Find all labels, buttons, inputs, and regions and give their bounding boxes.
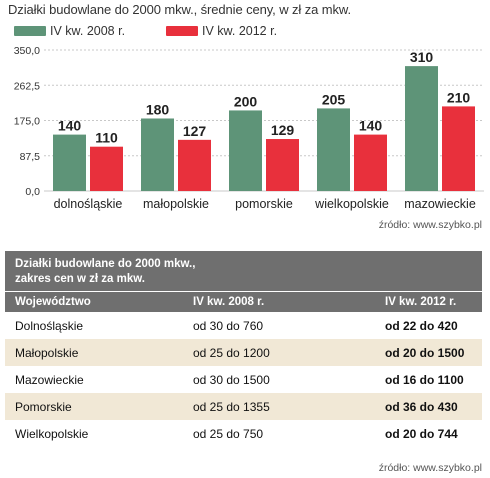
- table-row: Mazowieckie od 30 do 1500 od 16 do 1100: [5, 366, 482, 393]
- column-header-2008: IV kw. 2008 r.: [183, 292, 375, 312]
- table-source: źródło: www.szybko.pl: [378, 462, 482, 474]
- bar: [90, 146, 123, 191]
- legend-item-2012: IV kw. 2012 r.: [166, 24, 277, 38]
- table-row: Wielkopolskie od 25 do 750 od 20 do 744: [5, 420, 482, 447]
- legend-swatch-2012: [166, 26, 198, 36]
- x-tick-label: pomorskie: [235, 197, 293, 211]
- data-label: 140: [359, 118, 383, 134]
- cell-2012: od 36 do 430: [375, 393, 482, 420]
- x-tick-label: mazowieckie: [404, 197, 476, 211]
- bar: [53, 134, 86, 191]
- legend-label-2012: IV kw. 2012 r.: [202, 24, 278, 38]
- bar: [317, 108, 350, 191]
- table-row: Pomorskie od 25 do 1355 od 36 do 430: [5, 393, 482, 420]
- cell-region: Małopolskie: [5, 339, 183, 366]
- column-header-region: Województwo: [5, 292, 183, 312]
- cell-2012: od 16 do 1100: [385, 372, 464, 387]
- table-title: Działki budowlane do 2000 mkw.,: [15, 258, 196, 270]
- cell-2012: od 22 do 420: [385, 318, 458, 333]
- x-tick-label: małopolskie: [143, 197, 209, 211]
- cell-2012: od 20 do 1500: [375, 339, 482, 366]
- legend-label-2008: IV kw. 2008 r.: [50, 24, 126, 38]
- chart-source: źródło: www.szybko.pl: [378, 219, 482, 231]
- data-label: 180: [146, 101, 170, 117]
- bar-chart: 350,0 262,5 175,0 87,5 0,0 140 110 dolnośląskie…: [14, 45, 484, 211]
- data-label: 127: [183, 123, 207, 139]
- y-tick-label: 87,5: [20, 151, 41, 163]
- table-row: Dolnośląskie od 30 do 760 od 22 do 420: [5, 312, 482, 339]
- legend-item-2008: IV kw. 2008 r.: [14, 24, 125, 38]
- bar: [405, 66, 438, 191]
- cell-2012: od 20 do 744: [385, 426, 458, 441]
- data-label: 210: [447, 89, 471, 105]
- data-label: 140: [58, 118, 82, 134]
- table-title-block: Działki budowlane do 2000 mkw., zakres c…: [5, 251, 482, 292]
- y-tick-label: 0,0: [25, 186, 40, 198]
- cell-2008: od 25 do 1200: [183, 339, 375, 366]
- table-subtitle: zakres cen w zł za mkw.: [15, 273, 145, 285]
- cell-2008: od 30 do 1500: [193, 372, 270, 387]
- cell-2008: od 30 do 760: [193, 318, 264, 333]
- data-label: 205: [322, 91, 346, 107]
- chart-title: Działki budowlane do 2000 mkw., średnie …: [8, 2, 351, 17]
- y-tick-label: 350,0: [14, 45, 40, 57]
- bar: [141, 118, 174, 191]
- bar: [266, 139, 299, 191]
- data-label: 200: [234, 93, 258, 109]
- y-tick-label: 262,5: [14, 80, 40, 92]
- x-tick-label: wielkopolskie: [314, 197, 389, 211]
- bar: [229, 110, 262, 191]
- x-tick-label: dolnośląskie: [54, 197, 123, 211]
- cell-region: Wielkopolskie: [15, 426, 89, 441]
- bar: [442, 106, 475, 191]
- data-label: 110: [95, 130, 118, 146]
- data-label: 310: [410, 49, 434, 65]
- table-header-row: Województwo IV kw. 2008 r. IV kw. 2012 r…: [5, 292, 482, 312]
- price-range-table: Działki budowlane do 2000 mkw., zakres c…: [5, 251, 482, 447]
- y-tick-label: 175,0: [14, 116, 40, 128]
- cell-region: Dolnośląskie: [15, 318, 84, 333]
- legend-swatch-2008: [14, 26, 46, 36]
- cell-region: Mazowieckie: [15, 372, 84, 387]
- data-label: 129: [271, 122, 295, 138]
- cell-region: Pomorskie: [5, 393, 183, 420]
- table-row: Małopolskie od 25 do 1200 od 20 do 1500: [5, 339, 482, 366]
- cell-2008: od 25 do 750: [193, 426, 264, 441]
- cell-2008: od 25 do 1355: [183, 393, 375, 420]
- bar: [354, 134, 387, 191]
- bar: [178, 139, 211, 191]
- column-header-2012: IV kw. 2012 r.: [375, 292, 482, 312]
- table: Województwo IV kw. 2008 r. IV kw. 2012 r…: [5, 292, 482, 447]
